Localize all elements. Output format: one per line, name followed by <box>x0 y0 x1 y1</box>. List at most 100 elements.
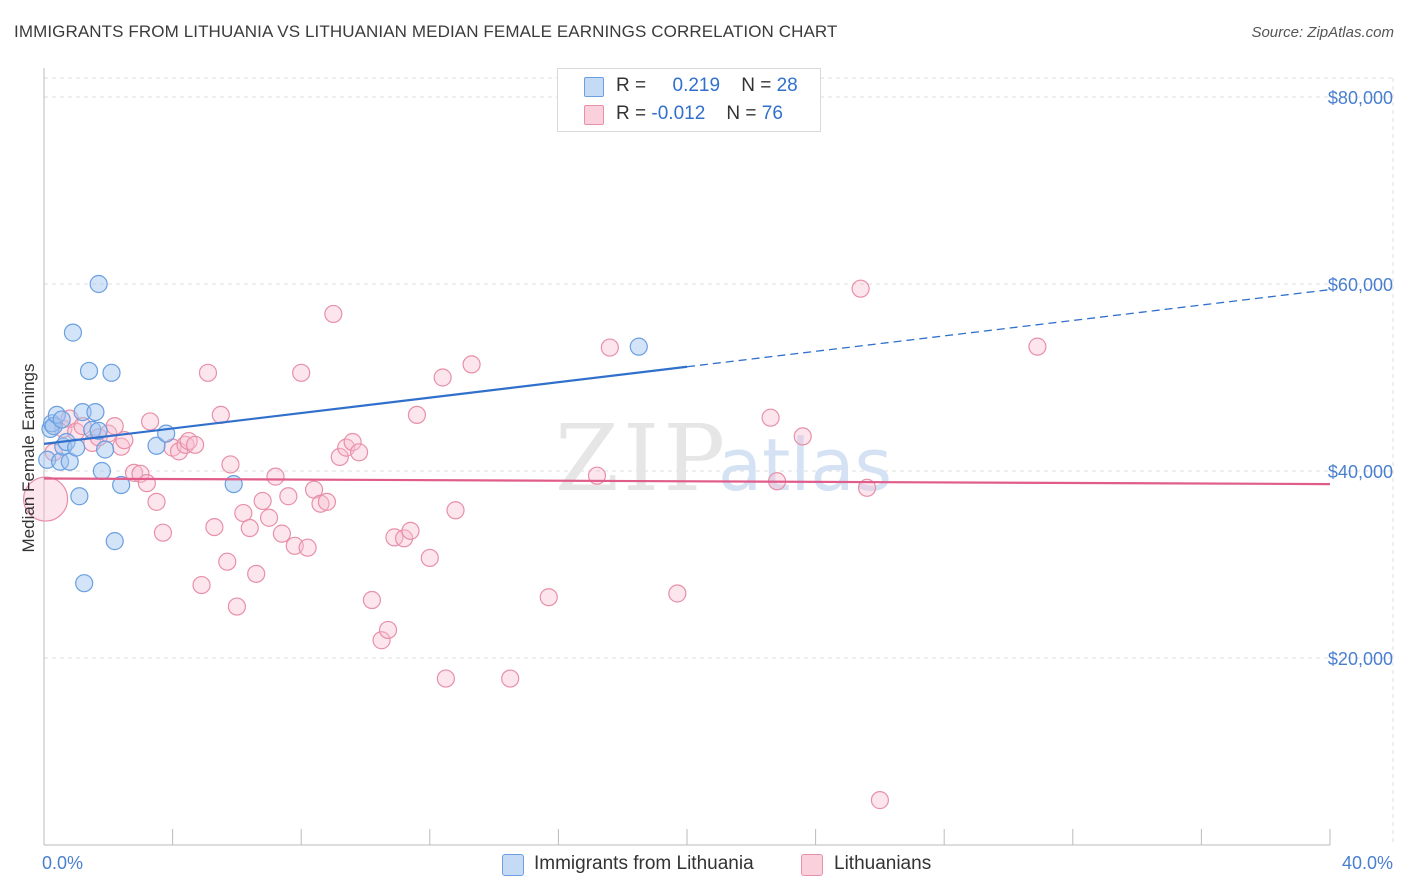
point-lithuanians-32 <box>247 564 266 583</box>
point-immigrants-6 <box>52 410 71 429</box>
y-tick-label-2: $60,000 <box>1328 275 1393 295</box>
legend: Immigrants from Lithuania Lithuanians <box>0 848 1406 880</box>
point-lithuanians-35 <box>266 467 285 486</box>
point-lithuanians-17 <box>153 523 173 542</box>
legend-label-immigrants[interactable]: Immigrants from Lithuania <box>534 853 754 874</box>
point-lithuanians-40 <box>298 538 317 557</box>
point-lithuanians-62 <box>539 588 558 607</box>
point-lithuanians-44 <box>324 304 343 324</box>
point-lithuanians-60 <box>462 355 481 374</box>
point-immigrants-23 <box>112 475 131 495</box>
point-immigrants-12 <box>70 487 89 506</box>
point-lithuanians-51 <box>378 620 398 640</box>
stats-swatch-pink <box>584 105 604 125</box>
trend-lines <box>43 288 1331 486</box>
point-immigrants-28 <box>629 337 648 356</box>
point-immigrants-18 <box>89 421 108 440</box>
point-lithuanians-14 <box>137 474 156 493</box>
n-value-pink: 76 <box>761 103 783 124</box>
y-tick-label-3: $80,000 <box>1328 88 1393 108</box>
point-lithuanians-56 <box>420 548 439 568</box>
source-label: Source: ZipAtlas.com <box>1251 24 1394 41</box>
point-lithuanians-45 <box>330 447 349 467</box>
point-lithuanians-48 <box>349 443 369 462</box>
point-immigrants-15 <box>79 361 99 381</box>
point-immigrants-25 <box>147 436 166 455</box>
point-lithuanians-28 <box>221 455 240 474</box>
axes <box>43 68 1331 846</box>
y-tick-label-1: $40,000 <box>1328 462 1393 482</box>
point-immigrants-10 <box>63 323 83 342</box>
point-immigrants-14 <box>75 574 94 593</box>
stats-swatch-blue <box>584 77 604 97</box>
point-immigrants-20 <box>95 440 115 459</box>
point-lithuanians-30 <box>234 503 253 523</box>
r-label-pink: R = <box>616 103 647 124</box>
point-lithuanians-59 <box>446 501 465 520</box>
point-lithuanians-34 <box>259 508 279 527</box>
tick-labels: $20,000 $40,000 $60,000 $80,000 0.0% 40.0% <box>42 88 1393 873</box>
r-value-blue: 0.219 <box>672 75 721 96</box>
trend-immigrants-solid <box>43 365 688 445</box>
point-lithuanians-12 <box>124 463 144 482</box>
watermark-zip: ZIP <box>555 405 729 512</box>
point-lithuanians-55 <box>407 405 427 424</box>
legend-swatch-immigrants <box>502 854 524 876</box>
x-tick-label-start: 0.0% <box>42 853 83 873</box>
point-lithuanians-15 <box>140 412 160 431</box>
point-lithuanians-50 <box>372 631 391 650</box>
point-lithuanians-43 <box>317 492 337 511</box>
point-lithuanians-47 <box>343 432 362 452</box>
point-lithuanians-53 <box>394 529 414 548</box>
point-lithuanians-57 <box>436 669 455 688</box>
point-lithuanians-0 <box>23 476 69 522</box>
point-lithuanians-72 <box>870 791 890 810</box>
point-immigrants-2 <box>42 414 62 433</box>
point-lithuanians-73 <box>1028 337 1047 356</box>
trend-lithuanians-solid <box>43 477 1331 486</box>
stats-text-blue: R = 0.219 N = 28 <box>616 72 798 100</box>
point-lithuanians-29 <box>227 597 246 616</box>
point-lithuanians-49 <box>362 590 382 610</box>
point-immigrants-19 <box>92 461 111 481</box>
point-lithuanians-36 <box>272 524 292 543</box>
x-tick-label-end: 40.0% <box>1342 853 1393 873</box>
legend-label-lithuanians[interactable]: Lithuanians <box>834 853 932 874</box>
stats-text-pink: R = -0.012 N = 76 <box>616 100 783 128</box>
point-immigrants-13 <box>73 402 92 422</box>
point-immigrants-24 <box>89 274 108 294</box>
n-label-blue: N = <box>741 75 772 96</box>
point-lithuanians-42 <box>311 494 330 513</box>
point-lithuanians-26 <box>211 405 230 424</box>
point-lithuanians-64 <box>600 338 619 357</box>
watermark-atlas: atlas <box>718 423 892 507</box>
point-lithuanians-27 <box>218 552 237 571</box>
n-value-blue: 28 <box>776 75 798 96</box>
point-lithuanians-11 <box>115 431 134 450</box>
point-immigrants-21 <box>102 363 121 382</box>
point-immigrants-27 <box>224 474 243 494</box>
point-lithuanians-61 <box>501 669 520 688</box>
point-lithuanians-33 <box>253 491 272 511</box>
point-lithuanians-25 <box>205 517 224 537</box>
point-lithuanians-70 <box>851 279 870 298</box>
chart-title: IMMIGRANTS FROM LITHUANIA VS LITHUANIAN … <box>14 22 838 41</box>
point-lithuanians-67 <box>761 408 780 427</box>
point-lithuanians-52 <box>385 528 404 547</box>
point-immigrants-22 <box>105 532 124 551</box>
point-immigrants-17 <box>86 402 105 422</box>
point-lithuanians-65 <box>668 584 687 603</box>
stats-row-lithuanians: R = -0.012 N = 76 <box>558 100 820 128</box>
point-lithuanians-58 <box>433 368 452 387</box>
point-lithuanians-24 <box>198 363 218 382</box>
point-lithuanians-23 <box>192 575 211 595</box>
point-lithuanians-37 <box>279 487 298 506</box>
point-lithuanians-16 <box>147 492 166 511</box>
r-value-pink: -0.012 <box>651 103 706 124</box>
data-points <box>23 106 1047 810</box>
point-lithuanians-31 <box>240 518 259 538</box>
watermark: ZIP atlas <box>555 405 892 512</box>
point-lithuanians-39 <box>292 363 311 382</box>
point-lithuanians-22 <box>186 435 205 454</box>
